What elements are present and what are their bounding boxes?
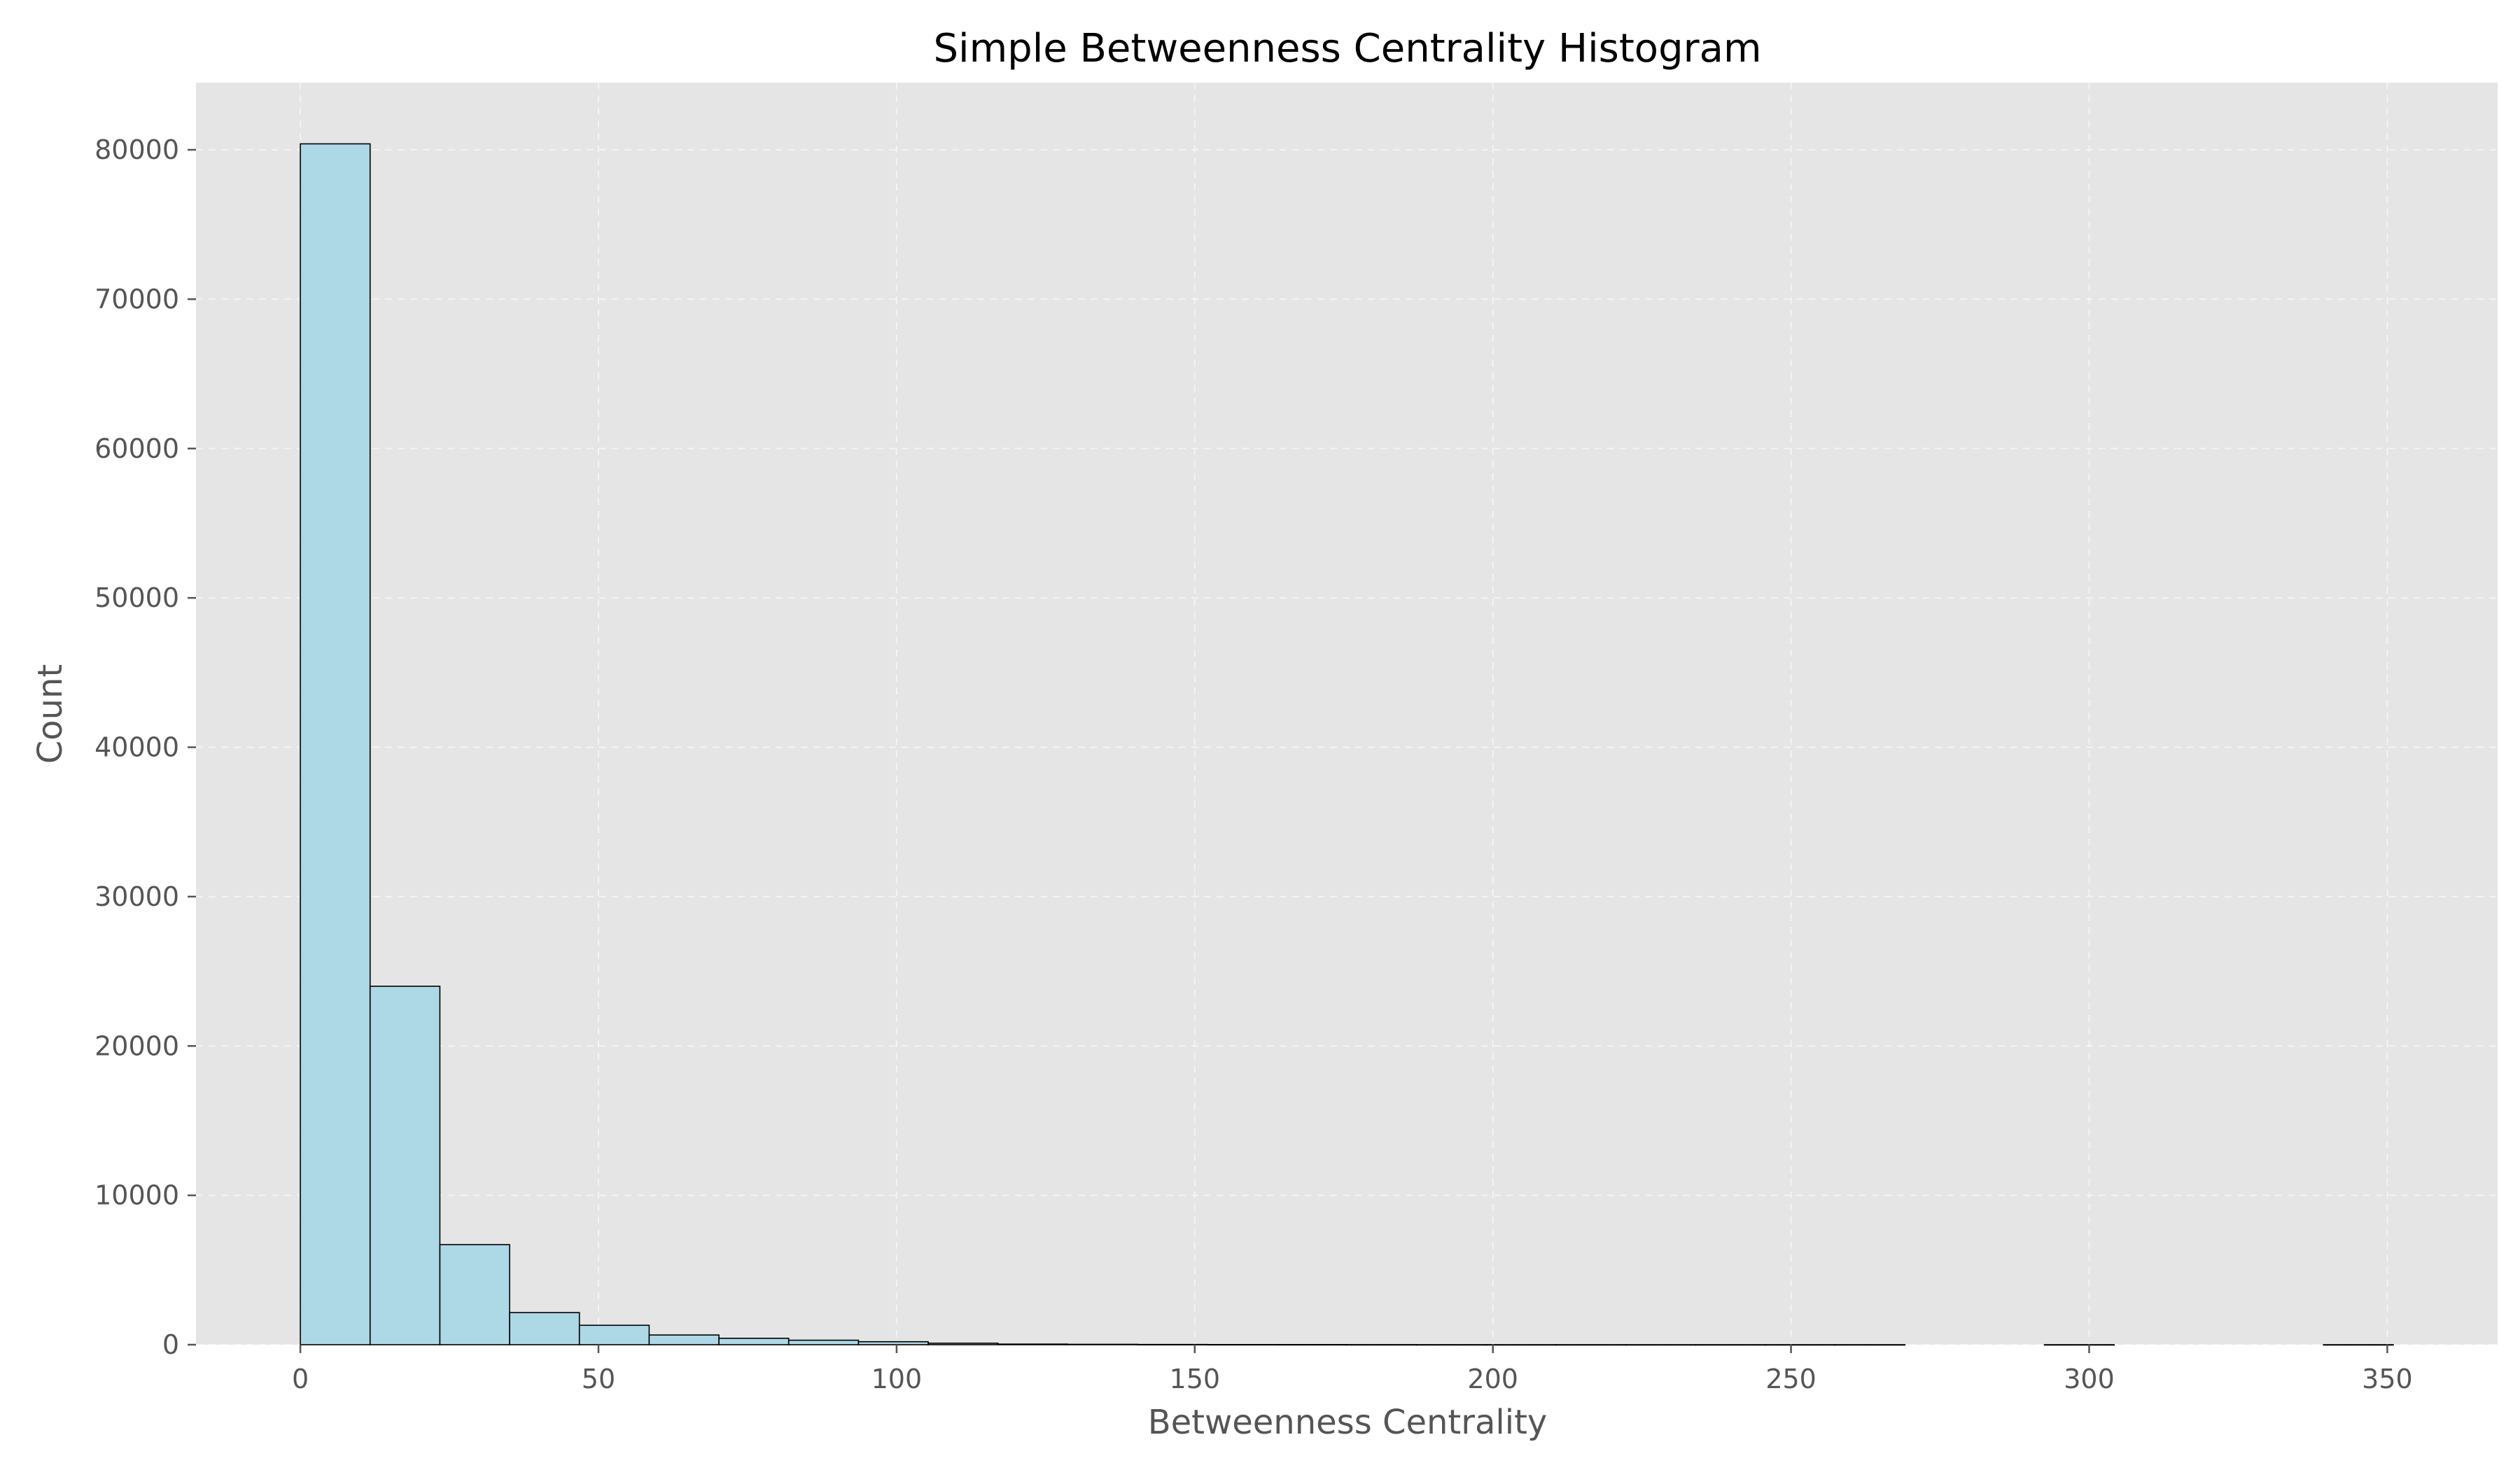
- plot-area: [196, 83, 2498, 1345]
- grid-lines: [196, 83, 2498, 1345]
- histogram-bar: [369, 986, 441, 1345]
- histogram-bar: [578, 1324, 650, 1345]
- histogram-bar: [300, 143, 371, 1345]
- y-tick-label: 40000: [94, 732, 179, 763]
- histogram-bar: [927, 1343, 999, 1345]
- y-axis-label: Count: [31, 664, 70, 764]
- axis-ticks: 0 50 100 150 200 250 300 350 0 10000 20000 30000 400…: [94, 134, 2413, 1394]
- y-tick-label: 80000: [94, 134, 179, 165]
- x-axis-label: Betweenness Centrality: [1148, 1403, 1548, 1442]
- histogram-bar: [439, 1244, 510, 1345]
- histogram-bars: [300, 143, 2394, 1346]
- x-tick-label: 250: [1765, 1364, 1816, 1394]
- chart-title: Simple Betweenness Centrality Histogram: [934, 26, 1762, 71]
- y-tick-label: 10000: [94, 1180, 179, 1211]
- histogram-bar: [1067, 1343, 1138, 1345]
- x-tick-label: 50: [582, 1364, 615, 1394]
- y-tick-label: 60000: [94, 433, 179, 464]
- histogram-bar: [858, 1340, 929, 1345]
- y-tick-label: 0: [162, 1329, 179, 1360]
- histogram-bar: [788, 1339, 860, 1345]
- x-tick-label: 0: [292, 1364, 309, 1394]
- histogram-bar: [718, 1338, 790, 1345]
- y-tick-label: 30000: [94, 881, 179, 912]
- x-tick-label: 300: [2064, 1364, 2115, 1394]
- y-tick-label: 70000: [94, 284, 179, 314]
- x-tick-label: 150: [1170, 1364, 1221, 1394]
- histogram-bar: [648, 1334, 720, 1345]
- x-tick-label: 200: [1467, 1364, 1518, 1394]
- y-tick-label: 20000: [94, 1030, 179, 1061]
- histogram-bar: [509, 1312, 580, 1345]
- y-tick-label: 50000: [94, 582, 179, 613]
- x-tick-label: 350: [2362, 1364, 2413, 1394]
- histogram-bar: [997, 1343, 1069, 1345]
- x-tick-label: 100: [872, 1364, 923, 1394]
